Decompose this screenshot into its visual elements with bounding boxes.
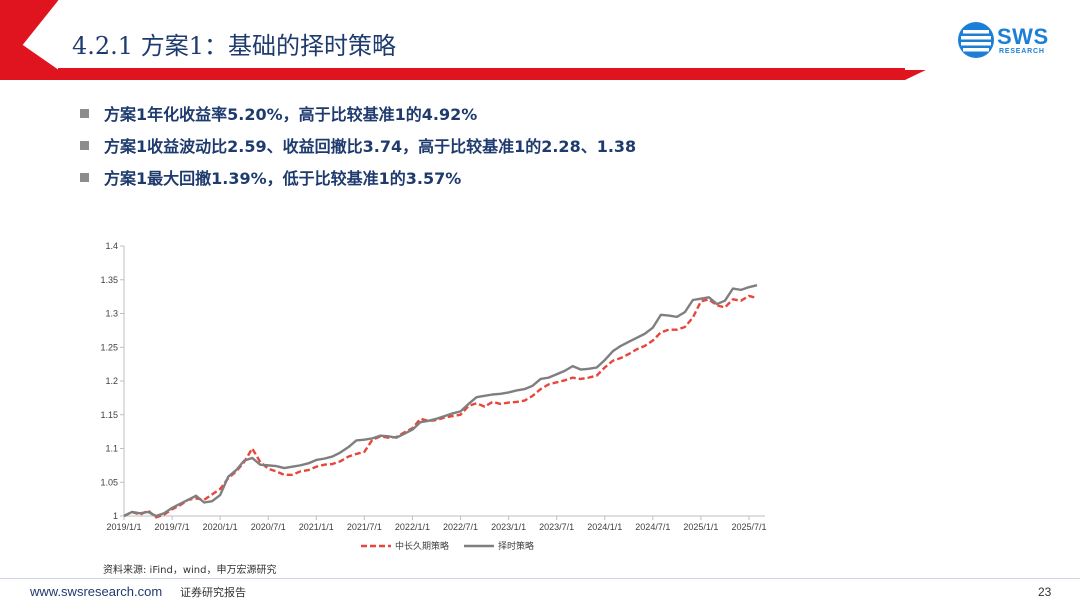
footer-label: 证券研究报告 <box>180 586 246 599</box>
y-tick-label: 1.1 <box>105 444 118 454</box>
bullet-square-icon <box>80 108 89 118</box>
page-title: 4.2.1 方案1：基础的择时策略 <box>72 32 396 60</box>
x-tick-label: 2022/7/1 <box>443 522 478 532</box>
y-tick-label: 1.35 <box>100 275 118 285</box>
sws-logo-icon <box>958 22 994 58</box>
footer-divider <box>0 578 1080 579</box>
y-tick-label: 1.3 <box>105 309 118 319</box>
sws-logo: SWS RESEARCH <box>957 21 1057 61</box>
bullet-item: 方案1收益波动比2.59、收益回撤比3.74，高于比较基准1的2.28、1.38 <box>80 129 636 161</box>
x-tick-label: 2022/1/1 <box>395 522 430 532</box>
series-line-strategy <box>123 283 758 518</box>
x-tick-label: 2023/7/1 <box>539 522 574 532</box>
legend-label: 择时策略 <box>498 540 534 552</box>
x-tick-label: 2019/1/1 <box>106 522 141 532</box>
page-number: 23 <box>1038 585 1052 599</box>
x-tick-label: 2025/7/1 <box>731 522 766 532</box>
footer-url[interactable]: www.swsresearch.com <box>30 584 163 599</box>
header-red-band <box>0 70 1080 80</box>
x-tick-label: 2024/1/1 <box>587 522 622 532</box>
x-tick-label: 2023/1/1 <box>491 522 526 532</box>
x-tick-label: 2019/7/1 <box>155 522 190 532</box>
bullet-text: 方案1年化收益率5.20%，高于比较基准1的4.92% <box>104 105 478 124</box>
bullet-item: 方案1年化收益率5.20%，高于比较基准1的4.92% <box>80 97 636 129</box>
bullet-list: 方案1年化收益率5.20%，高于比较基准1的4.92% 方案1收益波动比2.59… <box>80 97 636 193</box>
x-tick-label: 2024/7/1 <box>635 522 670 532</box>
header-bar: 4.2.1 方案1：基础的择时策略 SWS RESEARCH <box>0 0 1080 80</box>
data-source-note: 资料来源: iFind，wind，申万宏源研究 <box>103 565 277 576</box>
logo-wordmark: SWS <box>997 24 1049 49</box>
bullet-text: 方案1收益波动比2.59、收益回撤比3.74，高于比较基准1的2.28、1.38 <box>104 137 637 156</box>
legend-label: 中长久期策略 <box>395 540 449 552</box>
y-tick-label: 1.05 <box>100 477 118 487</box>
y-tick-label: 1.2 <box>105 376 118 386</box>
header-frame <box>0 0 1080 80</box>
chart-svg: 1 1.05 1.1 1.15 1.2 1.25 1.3 1.35 1.4 2019/1/1 201… <box>100 241 766 552</box>
bullet-square-icon <box>80 140 89 150</box>
y-tick-label: 1.25 <box>100 342 118 352</box>
bullet-item: 方案1最大回撤1.39%，低于比较基准1的3.57% <box>80 161 636 193</box>
header-band-notch <box>905 68 1080 80</box>
line-chart: 1 1.05 1.1 1.15 1.2 1.25 1.3 1.35 1.4 2019/1/1 201… <box>95 235 795 565</box>
y-tick-label: 1 <box>113 511 118 521</box>
y-tick-label: 1.4 <box>105 241 118 251</box>
logo-subtext: RESEARCH <box>999 48 1045 55</box>
bullet-text: 方案1最大回撤1.39%，低于比较基准1的3.57% <box>104 169 462 188</box>
x-tick-label: 2021/1/1 <box>299 522 334 532</box>
x-tick-label: 2020/7/1 <box>251 522 286 532</box>
x-tick-label: 2020/1/1 <box>203 522 238 532</box>
x-tick-label: 2021/7/1 <box>347 522 382 532</box>
bullet-square-icon <box>80 172 89 182</box>
y-tick-label: 1.15 <box>100 410 118 420</box>
x-tick-label: 2025/1/1 <box>683 522 718 532</box>
series-line-benchmark <box>123 294 758 519</box>
